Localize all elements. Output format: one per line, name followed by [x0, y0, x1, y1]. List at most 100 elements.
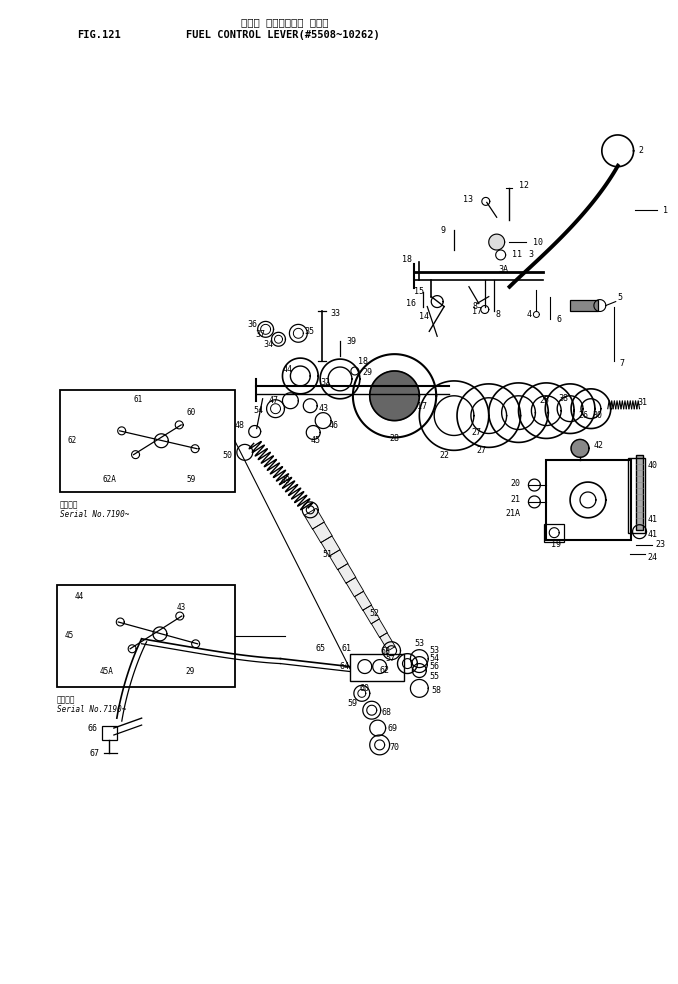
Polygon shape	[372, 619, 387, 638]
Text: 12: 12	[519, 181, 529, 190]
Polygon shape	[304, 509, 324, 529]
Bar	[56, 584, 235, 687]
Text: 58: 58	[431, 686, 441, 695]
Text: 適用号機: 適用号機	[56, 695, 75, 705]
Text: 54: 54	[254, 406, 264, 415]
Text: 29: 29	[363, 368, 373, 378]
Text: 3A: 3A	[498, 266, 508, 275]
Polygon shape	[370, 371, 419, 420]
Text: 45: 45	[64, 632, 74, 641]
Text: 53: 53	[414, 640, 424, 648]
Text: 70: 70	[390, 743, 399, 753]
Text: 32: 32	[320, 379, 330, 388]
Bar	[60, 390, 235, 492]
Text: 21A: 21A	[506, 510, 521, 519]
Text: 44: 44	[75, 592, 83, 601]
Text: Serial No.7190~: Serial No.7190~	[56, 706, 126, 714]
Bar	[544, 523, 564, 541]
Text: 55: 55	[429, 672, 439, 681]
Text: 41: 41	[647, 530, 658, 539]
Text: 19: 19	[551, 540, 561, 549]
Text: 27: 27	[477, 446, 487, 455]
Text: 61: 61	[134, 396, 143, 404]
Text: 8: 8	[496, 310, 501, 319]
Text: 37: 37	[256, 330, 266, 338]
Text: 43: 43	[177, 603, 186, 612]
Text: 2: 2	[638, 147, 643, 155]
Text: 33: 33	[330, 309, 340, 318]
Text: 6: 6	[556, 315, 561, 324]
Text: 50: 50	[223, 451, 233, 460]
Text: 23: 23	[656, 540, 665, 549]
Bar	[635, 456, 643, 529]
Text: 30: 30	[593, 411, 603, 420]
Text: 49: 49	[281, 475, 290, 484]
Polygon shape	[321, 536, 340, 556]
Text: 14: 14	[419, 312, 429, 321]
Text: 31: 31	[637, 399, 647, 407]
Text: 48: 48	[235, 421, 245, 430]
Text: 65: 65	[315, 645, 325, 653]
Text: 68: 68	[382, 707, 392, 716]
Text: 45: 45	[311, 436, 320, 445]
Text: 62: 62	[68, 436, 77, 446]
Text: 15: 15	[414, 287, 424, 296]
Text: 18: 18	[358, 356, 368, 366]
Text: FUEL CONTROL LEVER(#5508~10262): FUEL CONTROL LEVER(#5508~10262)	[186, 30, 380, 39]
Bar	[628, 459, 645, 532]
Polygon shape	[313, 523, 332, 542]
Text: 36: 36	[247, 320, 258, 329]
Text: 42: 42	[594, 441, 604, 450]
Text: 60: 60	[360, 684, 370, 693]
Text: 43: 43	[318, 404, 328, 413]
Text: 61: 61	[342, 645, 352, 653]
Text: 44: 44	[283, 364, 292, 374]
Text: 54: 54	[429, 654, 439, 663]
Text: 59: 59	[186, 475, 196, 484]
Text: 52: 52	[370, 609, 380, 619]
Text: 67: 67	[90, 750, 100, 759]
Text: 16: 16	[406, 299, 416, 308]
Text: 4: 4	[527, 310, 532, 319]
Text: 53: 53	[429, 646, 439, 655]
Text: 17: 17	[472, 307, 482, 316]
Text: 1: 1	[663, 206, 669, 215]
Text: 63: 63	[380, 647, 391, 656]
Bar	[546, 461, 631, 539]
Text: 13: 13	[463, 195, 473, 204]
Text: 9: 9	[441, 225, 445, 234]
Text: 46: 46	[328, 421, 338, 430]
Text: FIG.121: FIG.121	[77, 30, 121, 39]
Polygon shape	[330, 550, 348, 570]
Text: 41: 41	[647, 516, 658, 524]
Text: 60: 60	[186, 407, 196, 416]
Text: Serial No.7190~: Serial No.7190~	[60, 510, 129, 519]
Text: 27: 27	[472, 428, 482, 437]
Polygon shape	[346, 578, 363, 596]
Text: 69: 69	[388, 723, 397, 732]
Text: 17: 17	[418, 402, 427, 411]
Text: 11: 11	[512, 251, 521, 260]
Polygon shape	[380, 633, 395, 650]
Bar	[350, 653, 405, 682]
Text: 51: 51	[322, 550, 332, 559]
Text: 47: 47	[268, 397, 279, 405]
Polygon shape	[363, 605, 380, 624]
Text: 39: 39	[346, 337, 356, 345]
Text: 59: 59	[347, 699, 357, 707]
Text: 45A: 45A	[99, 667, 113, 676]
Text: 21: 21	[511, 495, 521, 505]
Text: 適用号機: 適用号機	[60, 500, 79, 509]
Text: 8: 8	[473, 302, 477, 311]
Text: 18: 18	[403, 256, 412, 265]
Text: 38: 38	[558, 395, 568, 403]
Text: 26: 26	[578, 411, 588, 420]
Text: 28: 28	[390, 434, 399, 443]
Polygon shape	[489, 234, 504, 250]
Text: 66: 66	[88, 723, 98, 732]
Polygon shape	[355, 591, 372, 610]
Text: 20: 20	[511, 478, 521, 488]
Text: 56: 56	[429, 662, 439, 671]
Text: 5: 5	[618, 293, 622, 302]
Bar	[102, 726, 117, 740]
